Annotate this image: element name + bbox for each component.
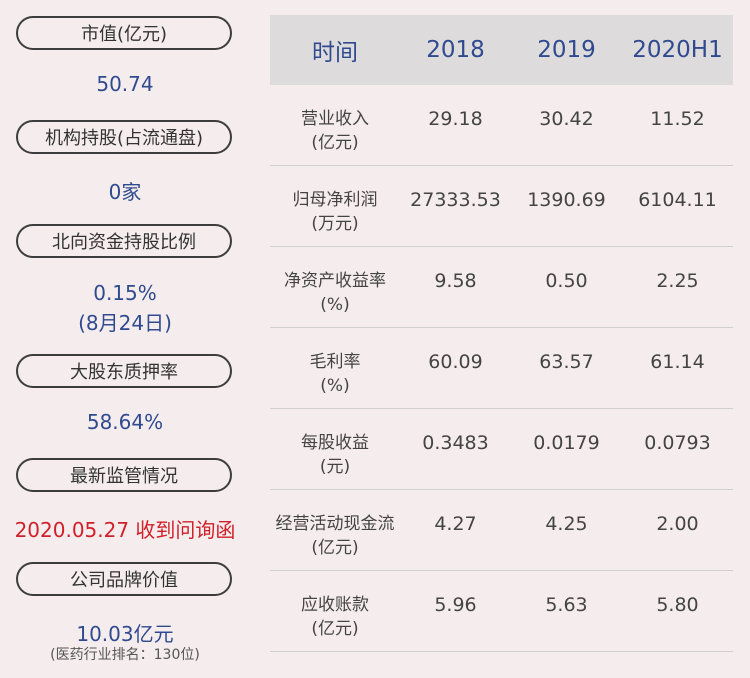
institution-holding-value: 0家	[108, 180, 142, 204]
institution-holding-label: 机构持股(占流通盘)	[16, 120, 232, 154]
header-time: 时间	[312, 40, 358, 66]
table-row: 应收账款 (亿元) 5.96 5.63 5.80	[270, 571, 733, 652]
cell-2018: 0.3483	[422, 432, 489, 454]
cell-2020h1: 0.0793	[644, 432, 711, 454]
brand-value: 10.03亿元	[76, 622, 174, 646]
pledge-ratio-value: 58.64%	[86, 410, 164, 434]
cell-2020h1: 61.14	[650, 351, 705, 373]
pledge-ratio-label: 大股东质押率	[16, 354, 232, 388]
northbound-ratio-label: 北向资金持股比例	[16, 224, 232, 258]
cell-2018: 5.96	[434, 594, 477, 616]
row-label: 营业收入 (亿元)	[301, 109, 369, 153]
header-2018: 2018	[426, 37, 485, 63]
northbound-ratio-date: (8月24日)	[78, 311, 172, 335]
cell-2019: 5.63	[545, 594, 588, 616]
regulation-label: 最新监管情况	[16, 458, 232, 492]
row-label: 每股收益 (元)	[301, 433, 369, 477]
cell-2020h1: 2.00	[656, 513, 699, 535]
cell-2019: 30.42	[539, 108, 594, 130]
northbound-ratio-value: 0.15%	[93, 281, 157, 305]
market-cap-label: 市值(亿元)	[16, 16, 232, 50]
table-header: 时间 2018 2019 2020H1	[270, 15, 733, 85]
cell-2019: 1390.69	[527, 189, 606, 211]
cell-2019: 4.25	[545, 513, 588, 535]
header-2019: 2019	[537, 37, 596, 63]
market-cap-value: 50.74	[96, 72, 154, 96]
cell-2019: 0.0179	[533, 432, 600, 454]
row-label: 净资产收益率 (%)	[284, 271, 386, 315]
brand-rank-note: (医药行业排名：130位)	[50, 647, 200, 663]
row-label: 经营活动现金流 (亿元)	[275, 514, 395, 558]
financial-table: 时间 2018 2019 2020H1 营业收入 (亿元) 29.18 30.42…	[270, 15, 733, 652]
cell-2018: 4.27	[434, 513, 477, 535]
table-row: 营业收入 (亿元) 29.18 30.42 11.52	[270, 85, 733, 166]
cell-2018: 29.18	[428, 108, 483, 130]
cell-2020h1: 11.52	[650, 108, 705, 130]
cell-2019: 0.50	[545, 270, 588, 292]
cell-2020h1: 2.25	[656, 270, 699, 292]
table-row: 每股收益 (元) 0.3483 0.0179 0.0793	[270, 409, 733, 490]
table-row: 净资产收益率 (%) 9.58 0.50 2.25	[270, 247, 733, 328]
cell-2018: 9.58	[434, 270, 477, 292]
cell-2018: 27333.53	[410, 189, 501, 211]
cell-2020h1: 5.80	[656, 594, 699, 616]
regulation-value: 2020.05.27 收到问询函	[14, 518, 236, 542]
row-label: 归母净利润 (万元)	[292, 190, 378, 234]
header-2020h1: 2020H1	[632, 37, 723, 63]
left-panel: 市值(亿元) 50.74 机构持股(占流通盘) 0家 北向资金持股比例 0.15…	[0, 0, 250, 678]
cell-2018: 60.09	[428, 351, 483, 373]
table-row: 归母净利润 (万元) 27333.53 1390.69 6104.11	[270, 166, 733, 247]
table-row: 毛利率 (%) 60.09 63.57 61.14	[270, 328, 733, 409]
brand-value-label: 公司品牌价值	[16, 562, 232, 596]
row-label: 毛利率 (%)	[309, 352, 361, 396]
cell-2019: 63.57	[539, 351, 594, 373]
cell-2020h1: 6104.11	[638, 189, 717, 211]
row-label: 应收账款 (亿元)	[301, 595, 369, 639]
table-row: 经营活动现金流 (亿元) 4.27 4.25 2.00	[270, 490, 733, 571]
